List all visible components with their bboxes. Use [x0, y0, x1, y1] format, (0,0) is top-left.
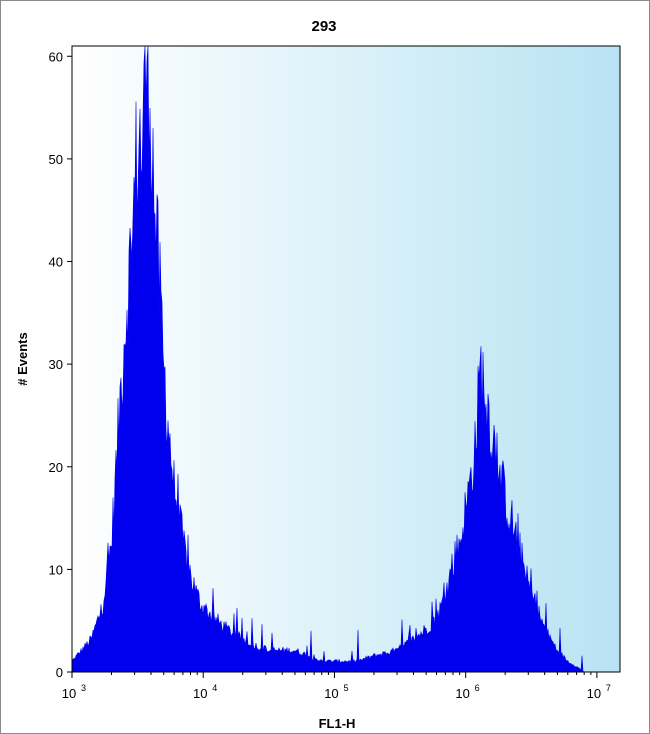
x-tick-exponent: 4 — [212, 683, 217, 693]
x-tick-label: 10 — [324, 686, 338, 701]
x-axis: 10 3 10 4 10 5 10 6 10 7 — [62, 672, 611, 701]
y-tick-label: 40 — [49, 255, 63, 270]
x-tick-exponent: 5 — [343, 683, 348, 693]
plot-border — [71, 45, 621, 673]
y-tick-label: 60 — [49, 49, 63, 64]
y-tick-label: 20 — [49, 460, 63, 475]
x-tick-label: 10 — [193, 686, 207, 701]
y-tick-label: 10 — [49, 562, 63, 577]
x-tick-exponent: 7 — [606, 683, 611, 693]
chart-title: 293 — [311, 18, 336, 35]
x-tick-exponent: 3 — [81, 683, 86, 693]
y-tick-label: 30 — [49, 357, 63, 372]
histogram-series-0 — [71, 45, 585, 673]
y-tick-label: 50 — [49, 152, 63, 167]
x-axis-label: FL1-H — [319, 716, 356, 731]
x-tick-label: 10 — [62, 686, 76, 701]
y-tick-label: 0 — [56, 665, 63, 680]
y-axis: 0 10 20 30 40 50 60 — [49, 49, 72, 680]
y-axis-label: # Events — [15, 332, 30, 385]
x-tick-exponent: 6 — [475, 683, 480, 693]
x-tick-label: 10 — [587, 686, 601, 701]
x-tick-label: 10 — [455, 686, 469, 701]
plot-layer — [71, 45, 585, 673]
